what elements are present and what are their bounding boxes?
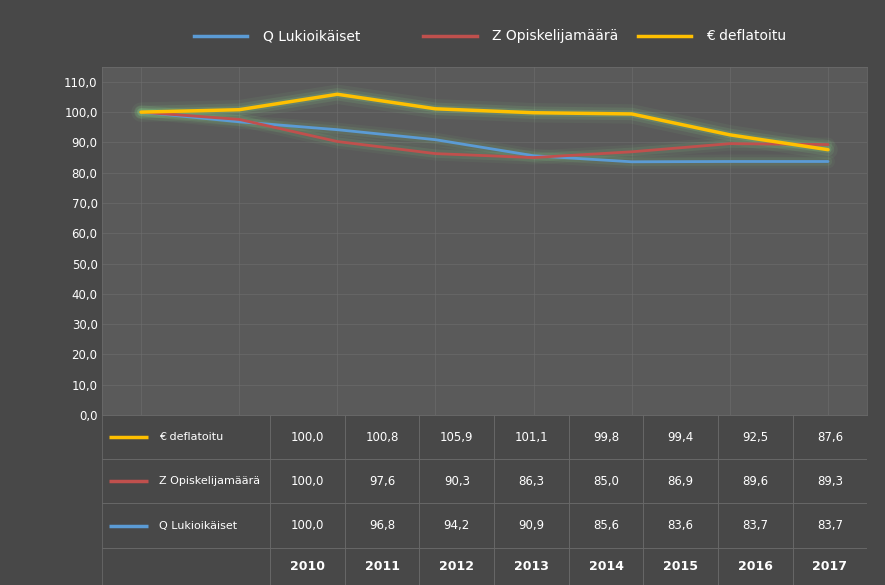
Bar xyxy=(793,504,867,548)
Bar xyxy=(494,548,569,585)
Bar xyxy=(345,504,419,548)
Bar xyxy=(569,504,643,548)
Text: 2016: 2016 xyxy=(738,560,773,573)
Text: 87,6: 87,6 xyxy=(817,431,843,443)
Bar xyxy=(643,459,718,504)
Text: 2017: 2017 xyxy=(812,560,848,573)
Text: 85,0: 85,0 xyxy=(593,475,619,488)
Text: 85,6: 85,6 xyxy=(593,519,620,532)
Bar xyxy=(569,415,643,459)
Bar xyxy=(718,548,793,585)
Text: 83,7: 83,7 xyxy=(743,519,768,532)
Text: 94,2: 94,2 xyxy=(443,519,470,532)
Text: € deflatoitu: € deflatoitu xyxy=(159,432,223,442)
Text: 83,6: 83,6 xyxy=(667,519,694,532)
Text: 2012: 2012 xyxy=(439,560,474,573)
Text: 90,3: 90,3 xyxy=(443,475,470,488)
Bar xyxy=(643,415,718,459)
Text: 2015: 2015 xyxy=(663,560,698,573)
Bar xyxy=(102,504,270,548)
Bar xyxy=(718,459,793,504)
Bar xyxy=(494,415,569,459)
Bar xyxy=(569,459,643,504)
Bar xyxy=(270,548,345,585)
Text: 90,9: 90,9 xyxy=(519,519,544,532)
Text: 2014: 2014 xyxy=(589,560,624,573)
Text: Z Opiskelijamäärä: Z Opiskelijamäärä xyxy=(159,476,260,486)
Text: 89,6: 89,6 xyxy=(743,475,768,488)
Bar xyxy=(793,415,867,459)
Text: 2010: 2010 xyxy=(290,560,325,573)
Bar xyxy=(345,459,419,504)
Text: 100,0: 100,0 xyxy=(291,475,324,488)
Text: 2011: 2011 xyxy=(365,560,400,573)
Text: 89,3: 89,3 xyxy=(817,475,843,488)
Bar xyxy=(270,415,345,459)
Bar xyxy=(419,459,494,504)
Text: 96,8: 96,8 xyxy=(369,519,396,532)
Text: Z Opiskelijamäärä: Z Opiskelijamäärä xyxy=(492,29,619,43)
Text: 99,8: 99,8 xyxy=(593,431,620,443)
Text: 105,9: 105,9 xyxy=(440,431,473,443)
Bar xyxy=(718,415,793,459)
Bar xyxy=(345,548,419,585)
Text: 97,6: 97,6 xyxy=(369,475,396,488)
Text: 2013: 2013 xyxy=(514,560,549,573)
Bar xyxy=(793,548,867,585)
Text: 86,3: 86,3 xyxy=(519,475,544,488)
Text: 86,9: 86,9 xyxy=(667,475,694,488)
Text: 100,0: 100,0 xyxy=(291,431,324,443)
Bar xyxy=(102,548,270,585)
Bar xyxy=(102,415,270,459)
Bar xyxy=(102,459,270,504)
Text: 83,7: 83,7 xyxy=(817,519,843,532)
Text: 100,8: 100,8 xyxy=(366,431,399,443)
Text: 92,5: 92,5 xyxy=(743,431,768,443)
Bar xyxy=(718,504,793,548)
Bar xyxy=(494,459,569,504)
Bar xyxy=(345,415,419,459)
Bar xyxy=(494,504,569,548)
Bar xyxy=(569,548,643,585)
Bar xyxy=(419,548,494,585)
Bar xyxy=(643,504,718,548)
Text: € deflatoitu: € deflatoitu xyxy=(706,29,787,43)
Text: Q Lukioikäiset: Q Lukioikäiset xyxy=(159,521,237,531)
Bar xyxy=(419,415,494,459)
Bar xyxy=(643,548,718,585)
Bar xyxy=(793,459,867,504)
Text: 99,4: 99,4 xyxy=(667,431,694,443)
Text: Q Lukioikäiset: Q Lukioikäiset xyxy=(263,29,360,43)
Bar xyxy=(270,504,345,548)
Text: 101,1: 101,1 xyxy=(514,431,548,443)
Text: 100,0: 100,0 xyxy=(291,519,324,532)
Bar xyxy=(270,459,345,504)
Bar xyxy=(419,504,494,548)
